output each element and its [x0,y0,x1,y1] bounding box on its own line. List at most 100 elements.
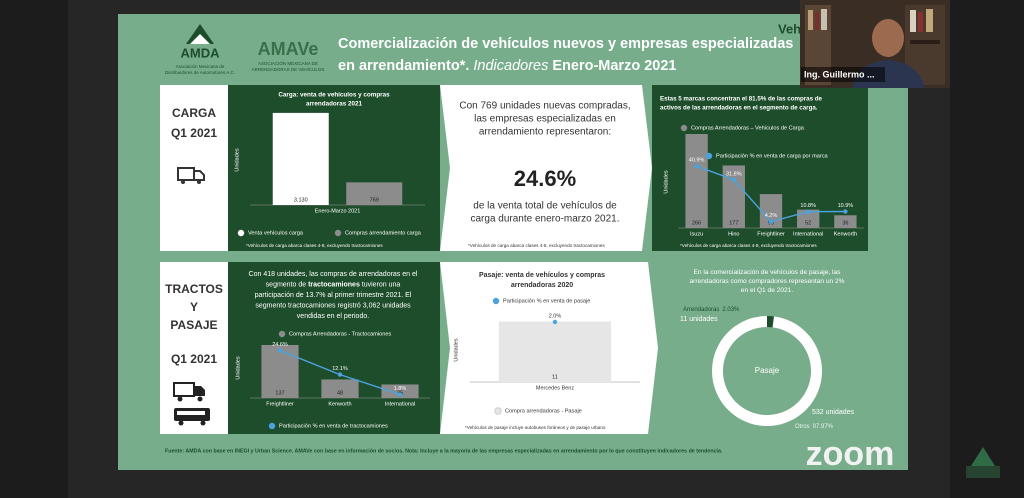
pie-label: Arrendadoras 2.03% [683,307,740,313]
bar-value-label: 769 [370,197,379,203]
line-point [337,372,343,377]
line-point [768,219,774,224]
pie-percent: 97.97% [813,424,834,430]
x-tick-label: Mercedes Benz [536,385,574,391]
line-value-label: 24.6% [272,342,288,348]
x-tick-label: Hino [728,231,739,237]
amda-logo: AMDA [181,45,221,60]
title-part: Indicadores [473,58,548,74]
text-line: Con 418 unidades, las compras de arrenda… [249,271,418,278]
big-number: 24.6% [514,166,576,191]
text-line: arrendadoras 2021 [306,101,363,108]
bar-value-label: 3,130 [294,197,308,203]
y-axis-label: Unidades [663,170,669,193]
footer-source: Fuente: AMDA con base en INEGI y Urban S… [165,448,723,454]
pie-slice [767,316,774,328]
legend-label: Participación % en venta de tractocamion… [279,423,388,429]
bar [797,209,820,228]
pie-center-label: Pasaje [755,366,780,375]
bar-value-label: 48 [337,390,343,396]
line-point [731,177,736,183]
truck-icon [177,167,205,184]
chart-note: *Vehículos de carga abarca clases 4-8, e… [680,243,817,248]
text-line: activos de las arrendadoras en el segmen… [660,105,818,112]
pie-percent: 2.03% [722,307,740,313]
text-line: segmento tractocamiones registró 3,062 u… [255,302,411,309]
text-line: Estas 5 marcas concentran el 81.5% de la… [660,96,823,103]
bar [272,112,329,205]
slide-title: en arrendamiento*. Indicadores Enero-Mar… [338,58,676,74]
bar [498,321,612,382]
slide-title: Comercialización de vehículos nuevos y e… [338,36,793,52]
x-tick-label: Kenworth [834,231,857,237]
legend-marker [334,229,342,237]
legend-label: Compras Arrendadoras – Vehículos de Carg… [691,125,805,131]
title-part: Enero-Marzo 2021 [548,58,676,74]
line-value-label: 31.8% [726,171,742,177]
bar [321,379,359,398]
title-part: en arrendamiento*. [338,58,473,74]
legend-label: Venta vehículos carga [248,230,304,236]
x-tick-label: Freightliner [266,401,294,407]
amave-logo: AMAVe [258,39,319,59]
corner-logo [966,447,1000,478]
text-line: arrendamiento representaron: [479,127,611,138]
text-line: arrendadoras 2020 [511,282,573,289]
bar-value-label: 137 [275,390,284,396]
cut-text: Veh [778,21,801,36]
bar-value-label: 266 [692,220,701,226]
section-label: PASAJE [170,318,217,332]
amda-icon-inner [190,34,210,44]
amda-sub: Asociación Mexicana de [176,64,225,69]
line-point [806,209,811,214]
line-point [694,163,699,169]
line-value-label: 40.9% [689,158,705,164]
text-line: vendidas en el periodo. [297,313,369,320]
amave-sub: ASOCIACIÓN MEXICANA DE [258,60,318,66]
bar [346,182,403,205]
legend-label: Compras arrendamiento carga [345,230,422,236]
pie-category: Arrendadoras [683,307,719,313]
x-tick-label: Isuzu [690,231,703,237]
bar-value-label: 11 [552,374,558,380]
legend-marker [278,330,286,338]
bar [834,215,857,228]
legend-marker [705,152,713,160]
section-label: Y [190,300,198,314]
line-point [277,348,283,353]
legend-marker [268,422,276,430]
legend-marker [492,297,500,305]
text-line: Pasaje: venta de vehículos y compras [479,272,605,279]
zoom-logo: zoom [806,435,895,473]
bar [261,345,299,398]
x-tick-label: Freightliner [757,231,785,237]
legend-label: Compra arrendadoras - Pasaje [505,408,582,414]
y-axis-label: Unidades [453,338,459,361]
text-line: Con 769 unidades nuevas compradas, [459,101,630,112]
truck-icon [173,382,205,402]
bus-icon [174,408,210,426]
bar-value-label: 36 [842,220,848,226]
section-label: TRACTOS [165,282,223,296]
text-line: Carga: venta de vehículos y compras [278,92,390,99]
label-panel [160,262,228,434]
text-part: tractocamiones [308,281,360,288]
x-tick-label: International [385,401,415,407]
text-line: las empresas especializadas en [474,114,616,125]
x-tick-label: Kenworth [328,401,351,407]
chart-note: *Vehículos de carga abarca clases 4-8, e… [246,243,383,248]
bar [722,165,745,228]
section-label: Q1 2021 [171,352,217,366]
x-tick-label: International [793,231,823,237]
bar [381,384,419,398]
y-axis-label: Unidades [235,356,241,379]
line-point [843,209,848,214]
line-point [397,392,403,397]
pie-label: Otros 97.97% [795,424,834,430]
section-label: Q1 2021 [171,126,217,140]
line-value-label: 12.1% [332,366,348,372]
text-line: arrendadoras como compradores representa… [689,278,844,285]
text-line: participación de 13.7% al primer trimest… [255,292,412,299]
line-value-label: 4.2% [765,213,778,219]
text-part: tuvieron una [360,281,401,288]
